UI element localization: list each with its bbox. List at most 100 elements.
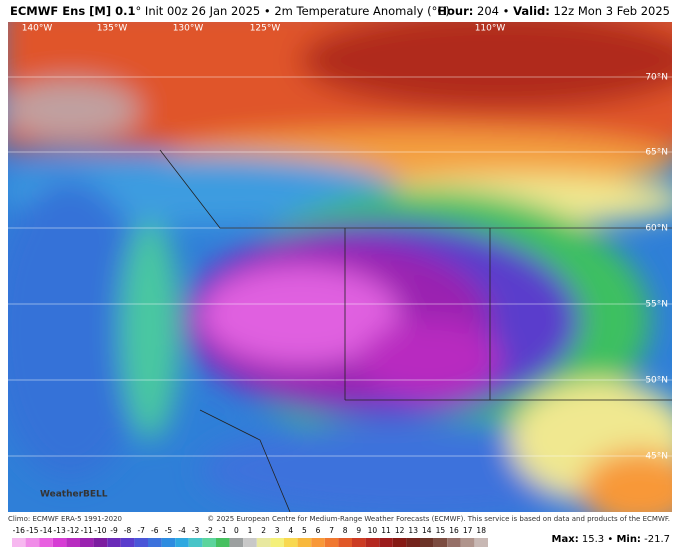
lat-label: 60°N: [645, 224, 668, 234]
colorbar-swatch: [270, 538, 284, 547]
colorbar-swatch: [188, 538, 203, 547]
header-left: ECMWF Ens [M] 0.1° Init 00z 26 Jan 2025 …: [10, 4, 450, 18]
map: [8, 22, 672, 512]
colorbar-label: 4: [288, 526, 293, 535]
colorbar-label: 14: [422, 526, 432, 535]
colorbar-swatch: [297, 538, 312, 547]
sep: •: [503, 4, 510, 18]
lat-label: 50°N: [645, 376, 668, 386]
colorbar-label: 1: [248, 526, 253, 535]
climo: Climo: ECMWF ERA-5 1991-2020: [8, 515, 122, 523]
colorbar-label: 12: [395, 526, 405, 535]
colorbar-swatch: [175, 538, 189, 547]
colorbar-swatch: [433, 538, 448, 547]
colorbar-label: -16: [13, 526, 25, 535]
colorbar-label: 5: [302, 526, 307, 535]
colorbar-label: -13: [53, 526, 65, 535]
max: 15.3: [582, 534, 604, 545]
colorbar-swatch: [447, 538, 461, 547]
lon-label: 140°W: [22, 24, 53, 34]
header-rest: ° Init 00z 26 Jan 2025 • 2m Temperature …: [136, 4, 450, 18]
lon-label: 130°W: [173, 24, 204, 34]
colorbar-label: 17: [463, 526, 473, 535]
colorbar-swatch: [406, 538, 420, 547]
colorbar-label: 7: [329, 526, 334, 535]
header-right: Hour: 204 • Valid: 12z Mon 3 Feb 2025: [437, 4, 670, 18]
colorbar-swatch: [420, 538, 434, 547]
model: ECMWF Ens [M] 0.1: [10, 4, 136, 18]
lon-labels: 140°W 135°W 130°W 125°W 110°W: [22, 24, 506, 34]
colorbar-label: -6: [151, 526, 159, 535]
colorbar-label: 16: [449, 526, 459, 535]
colorbar-swatch: [324, 538, 339, 547]
colorbar-label: -14: [40, 526, 52, 535]
min: -21.7: [644, 534, 670, 545]
lon-label: 125°W: [250, 24, 281, 34]
colorbar-label: 18: [476, 526, 486, 535]
colorbar-label: -3: [192, 526, 200, 535]
max-min: Max: 15.3 • Min: -21.7: [552, 534, 670, 545]
colorbar-swatch: [52, 538, 67, 547]
colorbar-swatch: [134, 538, 148, 547]
max-label: Max:: [552, 534, 579, 545]
hour-label: Hour:: [437, 4, 473, 18]
colorbar-swatch: [379, 538, 393, 547]
colorbar-swatch: [161, 538, 176, 547]
colorbar-swatch: [338, 538, 352, 547]
valid-label: Valid:: [513, 4, 550, 18]
colorbar-swatch: [202, 538, 216, 547]
copyright: © 2025 European Centre for Medium-Range …: [207, 515, 670, 523]
colorbar-swatch: [284, 538, 298, 547]
colorbar-swatch: [243, 538, 257, 547]
colorbar-label: 2: [261, 526, 266, 535]
colorbar-swatch: [229, 538, 244, 547]
lon-label: 110°W: [475, 24, 506, 34]
colorbar-swatch: [66, 538, 80, 547]
colorbar-label: 10: [368, 526, 378, 535]
colorbar-swatch: [148, 538, 162, 547]
hour: 204: [477, 4, 499, 18]
colorbar-label: 15: [436, 526, 446, 535]
colorbar-label: -1: [219, 526, 227, 535]
colorbar-swatch: [460, 538, 475, 547]
colorbar-swatch: [256, 538, 271, 547]
colorbar-swatch: [39, 538, 53, 547]
colorbar-swatch: [365, 538, 380, 547]
colorbar-label: -2: [205, 526, 213, 535]
logo: WeatherBELL: [40, 490, 108, 500]
colorbar-label: 0: [234, 526, 239, 535]
colorbar-swatch: [12, 538, 26, 547]
colorbar-swatch: [311, 538, 325, 547]
colorbar-label: -8: [124, 526, 132, 535]
valid: 12z Mon 3 Feb 2025: [554, 4, 670, 18]
colorbar-swatch: [474, 538, 488, 547]
colorbar-label: -4: [178, 526, 186, 535]
colorbar-swatch: [93, 538, 108, 547]
colorbar-label: -7: [137, 526, 145, 535]
lat-label: 45°N: [645, 452, 668, 462]
colorbar-label: -15: [26, 526, 38, 535]
lon-label: 135°W: [97, 24, 128, 34]
colorbar-label: 13: [408, 526, 418, 535]
colorbar: -16 -15 -14 -13 -12 -11 -10 -9 -8 -7 -6 -5 -4 -3 -2 -1 0…: [12, 526, 488, 547]
colorbar-label: -11: [81, 526, 93, 535]
lat-labels: 70°N 65°N 60°N 55°N 50°N 45°N: [645, 73, 668, 462]
colorbar-swatch: [216, 538, 230, 547]
colorbar-label: -5: [165, 526, 173, 535]
colorbar-label: 11: [381, 526, 391, 535]
lat-label: 70°N: [645, 73, 668, 83]
colorbar-label: 3: [275, 526, 280, 535]
colorbar-swatch: [120, 538, 135, 547]
min-label: Min:: [616, 534, 641, 545]
colorbar-label: -12: [67, 526, 79, 535]
colorbar-swatch: [352, 538, 366, 547]
colorbar-label: 8: [343, 526, 348, 535]
colorbar-swatch: [392, 538, 407, 547]
colorbar-swatch: [25, 538, 40, 547]
colorbar-label: 9: [356, 526, 361, 535]
sep: •: [607, 534, 613, 545]
colorbar-label: -9: [110, 526, 118, 535]
colorbar-label: -10: [94, 526, 106, 535]
